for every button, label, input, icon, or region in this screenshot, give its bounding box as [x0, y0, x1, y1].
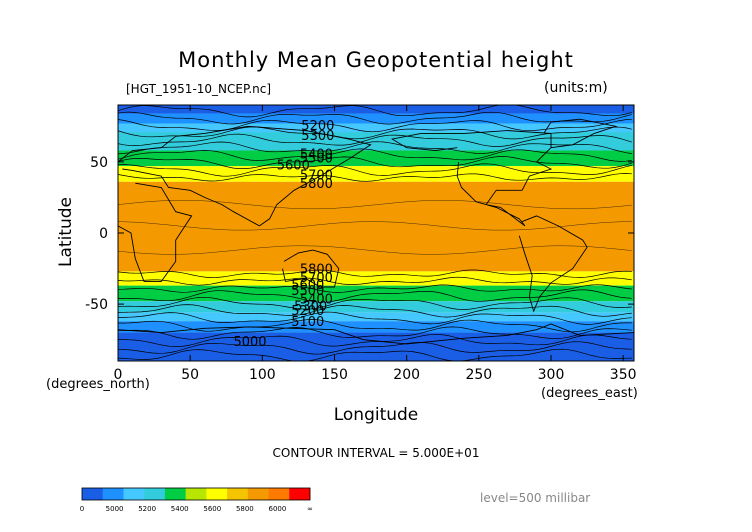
x-tick-label-3: 150: [321, 367, 348, 383]
x-tick-label-5: 250: [465, 367, 492, 383]
y-axis-unit: (degrees_north): [46, 377, 150, 392]
contour-label-1: 5300: [301, 129, 334, 144]
contour-line-9: [118, 173, 632, 182]
contour-label-6: 5800: [300, 177, 333, 192]
x-tick-label-6: 300: [538, 367, 565, 383]
height-band-2: [118, 123, 634, 133]
contour-line-5: [118, 141, 632, 155]
height-band-5: [118, 166, 634, 182]
x-axis-unit: (degrees_east): [541, 386, 638, 401]
contour-line-30: [118, 326, 632, 340]
x-tick-label-0: 0: [114, 367, 123, 383]
height-band-9: [118, 301, 634, 313]
colorbar-label-7: ∞: [307, 505, 313, 513]
contour-label-5: 5700: [300, 169, 333, 184]
coastline-4: [518, 215, 588, 313]
contour-label-0: 5200: [301, 119, 334, 134]
contour-label-8: 5700: [300, 271, 333, 286]
contour-label-7: 5800: [300, 263, 333, 278]
y-tick-label-2: 50: [90, 155, 108, 171]
tropical-contour-0: [118, 200, 632, 210]
level-label: level=500 millibar: [480, 491, 591, 505]
contour-label-15: 5000: [233, 335, 266, 350]
tropical-contour-2: [118, 245, 632, 255]
x-tick-label-2: 100: [249, 367, 276, 383]
contour-label-12: 5300: [294, 300, 327, 315]
colorbar-cell-5: [185, 488, 207, 500]
height-band-0: [118, 105, 634, 114]
colorbar-label-3: 5400: [171, 505, 189, 513]
colorbar-cell-6: [206, 488, 228, 500]
file-label: [HGT_1951-10_NCEP.nc]: [126, 82, 272, 96]
contour-label-9: 5600: [291, 278, 324, 293]
contour-line-8: [118, 163, 632, 177]
contour-line-32: [118, 341, 632, 355]
x-axis-label: Longitude: [333, 405, 419, 425]
coastline-2: [282, 249, 340, 288]
coastline-1: [118, 182, 193, 282]
colorbar-cell-8: [247, 488, 269, 500]
colorbar-label-1: 5000: [106, 505, 124, 513]
contour-line-23: [118, 276, 632, 286]
colorbar-cell-2: [123, 488, 145, 500]
y-axis-label: Latitude: [56, 197, 76, 267]
units-label: (units:m): [544, 80, 608, 96]
colorbar-label-6: 6000: [269, 505, 287, 513]
plot-area: [118, 105, 634, 361]
x-tick-label-1: 50: [181, 367, 199, 383]
contour-line-3: [118, 126, 632, 140]
height-band-10: [118, 312, 634, 322]
contour-label-13: 5200: [291, 304, 324, 319]
contour-line-33: [118, 348, 632, 361]
height-band-7: [118, 271, 634, 286]
colorbar-label-0: 0: [80, 505, 84, 513]
x-tick-label-7: 350: [610, 367, 637, 383]
contour-label-3: 5500: [300, 152, 333, 167]
contour-line-1: [118, 111, 632, 125]
colorbar-cell-1: [102, 488, 124, 500]
colorbar-cell-10: [289, 488, 311, 500]
coastline-3: [390, 130, 553, 227]
x-tick-label-4: 200: [393, 367, 420, 383]
tropical-contour-1: [118, 221, 632, 231]
contour-line-22: [118, 269, 632, 278]
coastline-5: [543, 118, 618, 149]
height-band-6: [118, 181, 634, 272]
colorbar-cell-7: [227, 488, 249, 500]
contour-line-26: [118, 296, 632, 310]
contour-line-4: [118, 133, 632, 147]
colorbar-cell-9: [268, 488, 290, 500]
y-tick-label-0: -50: [85, 297, 108, 313]
colorbar-cell-0: [82, 488, 104, 500]
colorbar-cell-4: [164, 488, 186, 500]
height-band-1: [118, 113, 634, 124]
height-band-11: [118, 321, 634, 333]
contour-line-28: [118, 311, 632, 325]
colorbar-cell-3: [144, 488, 166, 500]
contour-line-25: [118, 289, 632, 303]
contour-label-14: 5100: [291, 315, 324, 330]
contour-line-29: [118, 319, 632, 333]
contour-line-0: [118, 105, 632, 118]
height-band-4: [118, 150, 634, 167]
contour-line-7: [118, 156, 632, 169]
contour-label-11: 5400: [300, 292, 333, 307]
coastline-0: [118, 125, 372, 227]
contour-label-4: 5600: [277, 159, 310, 174]
contour-line-31: [118, 333, 632, 347]
contour-line-24: [118, 284, 632, 293]
contour-label-10: 5500: [291, 284, 324, 299]
chart-title: Monthly Mean Geopotential height: [178, 48, 574, 72]
colorbar-label-5: 5800: [236, 505, 254, 513]
coastline-6: [118, 323, 634, 345]
contour-line-27: [118, 304, 632, 318]
contour-label-2: 5400: [300, 147, 333, 162]
colorbar-label-2: 5200: [138, 505, 156, 513]
y-tick-label-1: 0: [99, 226, 108, 242]
contour-interval: CONTOUR INTERVAL = 5.000E+01: [272, 446, 480, 460]
colorbar-label-4: 5600: [203, 505, 221, 513]
colorbar-frame: [81, 487, 311, 501]
